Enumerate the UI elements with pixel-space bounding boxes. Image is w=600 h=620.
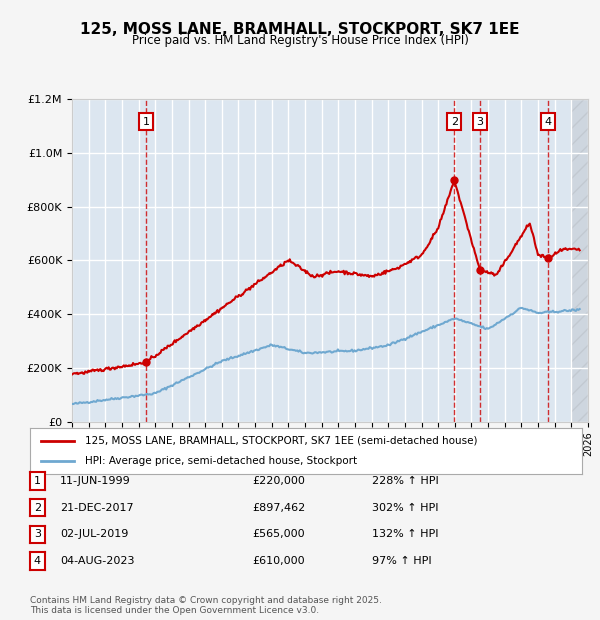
Text: 21-DEC-2017: 21-DEC-2017 xyxy=(60,503,134,513)
Text: £565,000: £565,000 xyxy=(252,529,305,539)
Text: 2: 2 xyxy=(34,503,41,513)
Text: 3: 3 xyxy=(34,529,41,539)
Text: 4: 4 xyxy=(544,117,551,126)
Bar xyxy=(571,99,588,422)
Text: 3: 3 xyxy=(476,117,484,126)
Text: 125, MOSS LANE, BRAMHALL, STOCKPORT, SK7 1EE: 125, MOSS LANE, BRAMHALL, STOCKPORT, SK7… xyxy=(80,22,520,37)
Text: 302% ↑ HPI: 302% ↑ HPI xyxy=(372,503,439,513)
Text: 4: 4 xyxy=(34,556,41,566)
Text: Price paid vs. HM Land Registry's House Price Index (HPI): Price paid vs. HM Land Registry's House … xyxy=(131,34,469,47)
Text: 02-JUL-2019: 02-JUL-2019 xyxy=(60,529,128,539)
Text: 2: 2 xyxy=(451,117,458,126)
Text: Contains HM Land Registry data © Crown copyright and database right 2025.
This d: Contains HM Land Registry data © Crown c… xyxy=(30,596,382,615)
Text: 228% ↑ HPI: 228% ↑ HPI xyxy=(372,476,439,486)
Text: 97% ↑ HPI: 97% ↑ HPI xyxy=(372,556,431,566)
Text: 125, MOSS LANE, BRAMHALL, STOCKPORT, SK7 1EE (semi-detached house): 125, MOSS LANE, BRAMHALL, STOCKPORT, SK7… xyxy=(85,436,478,446)
Text: 04-AUG-2023: 04-AUG-2023 xyxy=(60,556,134,566)
Text: £220,000: £220,000 xyxy=(252,476,305,486)
Text: 1: 1 xyxy=(142,117,149,126)
Text: £897,462: £897,462 xyxy=(252,503,305,513)
Text: 1: 1 xyxy=(34,476,41,486)
Text: HPI: Average price, semi-detached house, Stockport: HPI: Average price, semi-detached house,… xyxy=(85,456,358,466)
Text: 132% ↑ HPI: 132% ↑ HPI xyxy=(372,529,439,539)
Text: 11-JUN-1999: 11-JUN-1999 xyxy=(60,476,131,486)
Text: £610,000: £610,000 xyxy=(252,556,305,566)
